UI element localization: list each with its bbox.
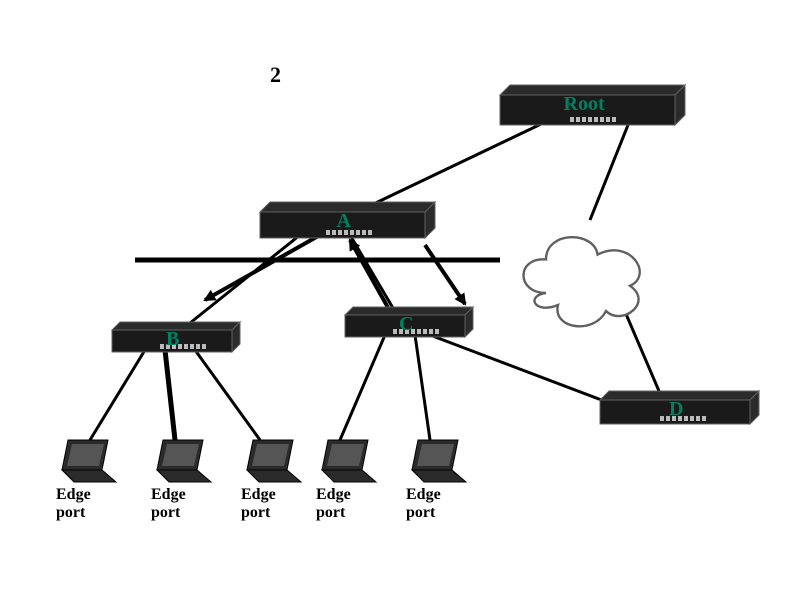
devlbl: C bbox=[399, 313, 413, 336]
edge-port-label: Edge port bbox=[56, 486, 91, 522]
devlbl: Root bbox=[564, 93, 605, 116]
devlbl: D bbox=[669, 398, 683, 421]
edge-port-label: Edge port bbox=[241, 486, 276, 522]
laptop bbox=[157, 440, 211, 482]
edge-port-label: Edge port bbox=[406, 486, 441, 522]
laptop bbox=[247, 440, 301, 482]
cloud bbox=[524, 237, 640, 326]
figure-number: 2 bbox=[270, 62, 281, 88]
devlbl: A bbox=[337, 210, 351, 233]
devlbl: B bbox=[166, 328, 179, 351]
edge-port-label: Edge port bbox=[151, 486, 186, 522]
edge-port-label: Edge port bbox=[316, 486, 351, 522]
laptop bbox=[322, 440, 376, 482]
laptop bbox=[62, 440, 116, 482]
laptop bbox=[412, 440, 466, 482]
